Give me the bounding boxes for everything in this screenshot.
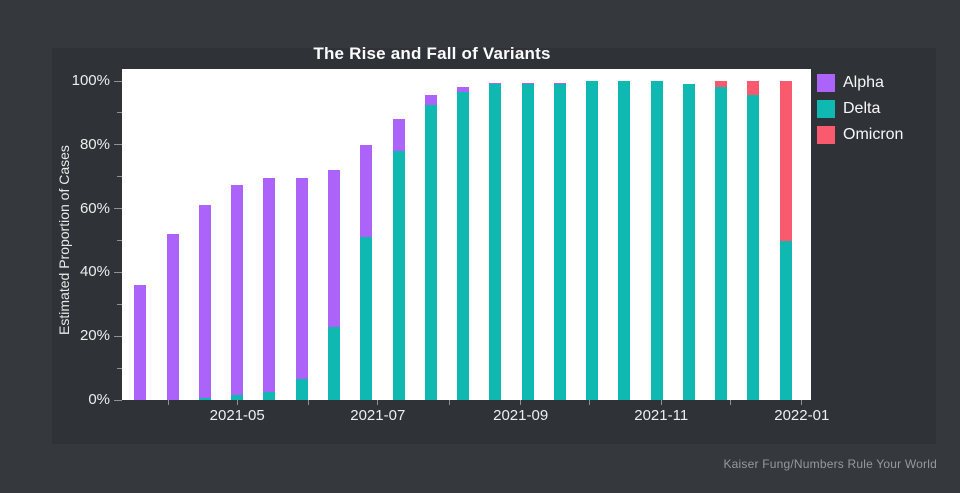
bar-segment-delta <box>231 395 244 400</box>
y-axis-title: Estimated Proportion of Cases <box>56 145 72 335</box>
bar-segment-delta <box>715 87 728 400</box>
legend: Alpha Delta Omicron <box>817 74 903 144</box>
y-minor-tick-mark <box>117 112 122 114</box>
y-minor-tick-mark <box>117 176 122 178</box>
y-tick-mark <box>114 80 122 82</box>
legend-swatch-alpha-icon <box>817 74 835 92</box>
bar-segment-alpha <box>424 95 437 105</box>
x-tick-label: 2021-07 <box>350 407 406 424</box>
bar-segment-delta <box>489 84 502 400</box>
x-tick-mark <box>308 400 310 405</box>
y-tick-label: 0% <box>88 391 110 408</box>
bar-segment-alpha <box>231 184 244 396</box>
y-tick-mark <box>114 335 122 337</box>
bar-segment-alpha <box>198 205 211 399</box>
x-tick-mark <box>801 400 803 405</box>
y-minor-tick-mark <box>117 367 122 369</box>
bar-segment-alpha <box>553 82 566 85</box>
bar-segment-alpha <box>360 144 373 238</box>
bar-segment-delta <box>328 326 340 400</box>
y-tick-label: 20% <box>79 327 110 345</box>
bar-segment-delta <box>747 95 760 400</box>
y-minor-tick-mark <box>117 303 122 305</box>
y-tick-mark <box>114 144 122 146</box>
bar-segment-delta <box>360 237 373 400</box>
x-tick-mark <box>729 400 731 405</box>
bar-segment-alpha <box>521 82 534 85</box>
bar-segment-alpha <box>392 119 405 152</box>
x-tick-label: 2021-09 <box>493 407 549 424</box>
bar-segment-alpha <box>489 82 502 85</box>
bar-segment-omicron <box>779 81 792 241</box>
y-tick-mark <box>114 399 122 401</box>
legend-item-delta[interactable]: Delta <box>817 100 903 118</box>
bar-segment-alpha <box>134 285 147 400</box>
bar-segment-delta <box>618 81 631 400</box>
x-tick-mark <box>589 400 591 405</box>
bar-segment-delta <box>650 81 663 400</box>
y-tick-label: 40% <box>79 263 110 281</box>
bar-segment-alpha <box>166 234 179 400</box>
bar-segment-delta <box>392 151 405 400</box>
y-tick-mark <box>114 208 122 210</box>
x-tick-label: 2021-05 <box>209 407 265 424</box>
bar-segment-delta <box>779 240 792 400</box>
x-tick-label: 2022-01 <box>774 407 830 424</box>
legend-label-delta: Delta <box>843 100 881 117</box>
x-tick-mark <box>236 400 238 405</box>
legend-item-omicron[interactable]: Omicron <box>817 126 903 144</box>
y-minor-tick-mark <box>117 240 122 241</box>
bar-segment-alpha <box>263 178 276 392</box>
bar-segment-alpha <box>328 170 340 327</box>
bar-segment-alpha <box>295 178 308 380</box>
bar-segment-delta <box>198 398 211 400</box>
bar-segment-delta <box>553 84 566 400</box>
bar-segment-delta <box>424 104 437 400</box>
y-tick-label: 80% <box>79 135 110 153</box>
bar-segment-delta <box>682 84 695 400</box>
x-tick-mark <box>520 400 522 405</box>
y-tick-mark <box>114 271 122 273</box>
y-tick-label: 60% <box>79 199 110 217</box>
chart-title: The Rise and Fall of Variants <box>313 44 551 63</box>
x-tick-label: 2021-11 <box>634 407 689 424</box>
x-tick-mark <box>660 400 662 405</box>
bar-segment-delta <box>586 81 599 400</box>
legend-swatch-delta-icon <box>817 100 835 118</box>
x-tick-mark <box>377 400 379 405</box>
credit-text: Kaiser Fung/Numbers Rule Your World <box>723 457 937 471</box>
legend-swatch-omicron-icon <box>817 126 835 144</box>
bar-segment-delta <box>263 392 276 400</box>
x-tick-mark <box>448 400 450 405</box>
x-tick-mark <box>167 400 169 405</box>
bar-segment-delta <box>457 92 470 400</box>
bar-segment-delta <box>295 379 308 400</box>
legend-item-alpha[interactable]: Alpha <box>817 74 903 92</box>
bar-segment-alpha <box>457 87 470 93</box>
legend-label-alpha: Alpha <box>843 74 884 91</box>
legend-label-omicron: Omicron <box>843 126 904 143</box>
bar-segment-delta <box>521 84 534 400</box>
bar-segment-omicron <box>747 81 760 96</box>
bar-segment-omicron <box>715 81 728 88</box>
y-tick-label: 100% <box>71 72 110 89</box>
